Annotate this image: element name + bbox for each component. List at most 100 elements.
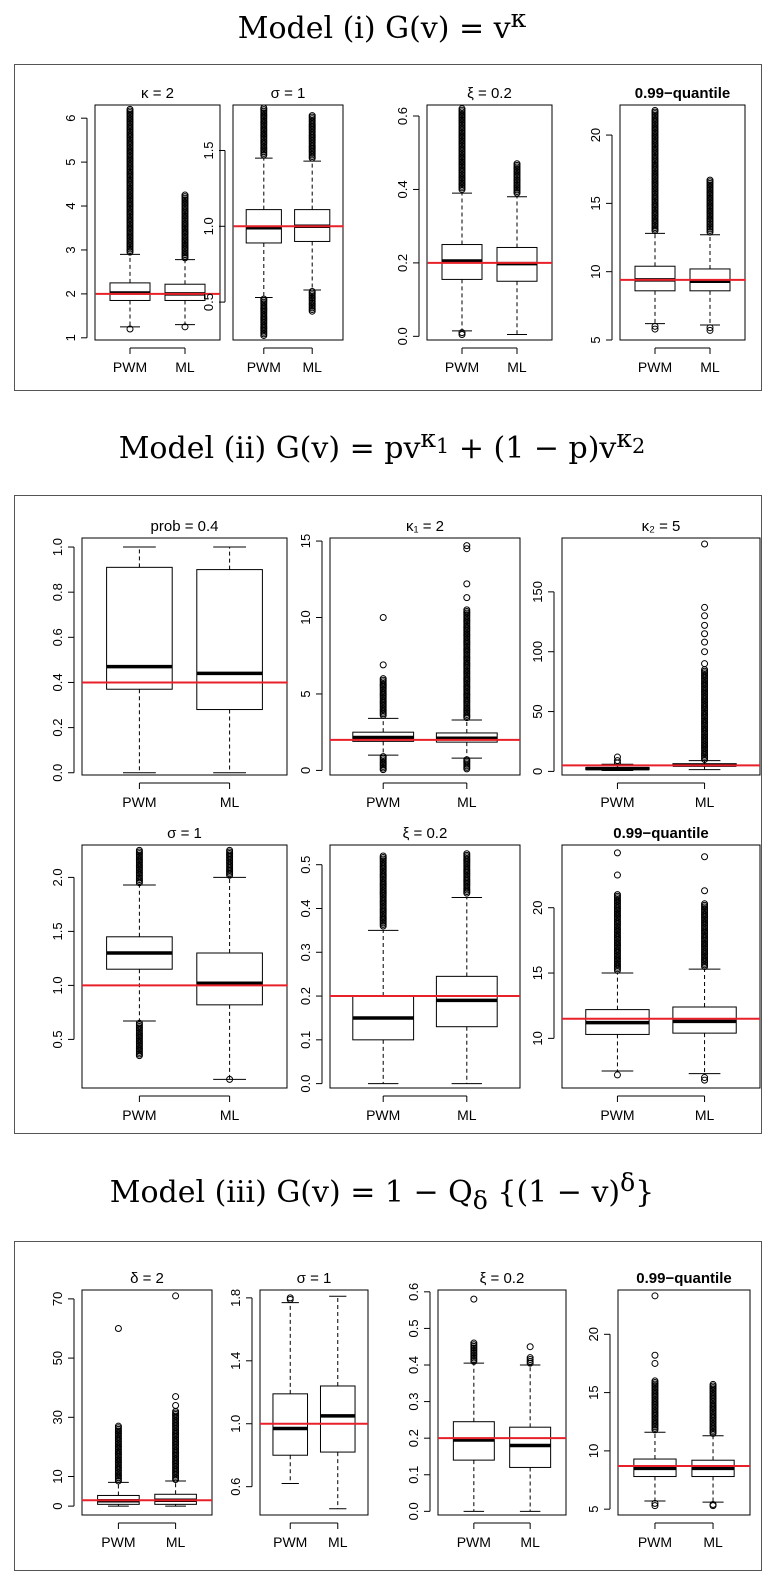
- box-ml: [154, 1292, 197, 1507]
- y-tick-label: 20: [586, 1327, 601, 1341]
- outlier-point: [613, 753, 621, 761]
- outlier-point: [458, 329, 466, 337]
- y-tick-label: 15: [298, 534, 313, 548]
- panel-title: σ = 1: [271, 85, 306, 102]
- iqr-box: [196, 569, 263, 711]
- box-ml: [672, 540, 737, 771]
- x-tick-label: PWM: [247, 359, 281, 375]
- plot-frame: [561, 844, 761, 1089]
- y-tick-label: 0.0: [298, 1075, 313, 1093]
- y-tick-label: 0.0: [395, 327, 410, 345]
- x-tick-label: PWM: [113, 359, 147, 375]
- panel-title: κ₂ = 5: [642, 518, 681, 535]
- outlier-point: [701, 900, 709, 908]
- boxplot-panel: ξ = 0.2 0.0 0.2 0.4 0.6 PWM ML: [395, 85, 553, 375]
- boxplot-panel: ξ = 0.2 0.0 0.1 0.2 0.3 0.4 0.5 PWM ML: [298, 825, 521, 1123]
- section-frame-model-iii: [14, 1241, 762, 1571]
- outlier-point: [181, 191, 189, 199]
- outlier-point: [613, 1071, 621, 1079]
- box-ml: [496, 160, 538, 335]
- outlier-point: [470, 1295, 478, 1303]
- box-pwm: [106, 546, 173, 774]
- outlier-point: [709, 1380, 717, 1388]
- y-tick-label: 0.5: [50, 1030, 65, 1048]
- plot-frame: [81, 1289, 213, 1516]
- plot-frame: [329, 844, 521, 1089]
- x-tick-label: PWM: [366, 794, 400, 810]
- x-tick-label: ML: [457, 1107, 477, 1123]
- outlier-point: [172, 1393, 180, 1401]
- box-ml: [691, 1380, 735, 1510]
- outlier-point: [651, 106, 659, 114]
- panel-title: prob = 0.4: [151, 518, 219, 535]
- box-pwm: [352, 852, 415, 1085]
- y-tick-label: 150: [530, 581, 545, 603]
- outlier-point: [651, 325, 659, 333]
- outlier-point: [613, 849, 621, 857]
- panel-title: ξ = 0.2: [480, 1270, 525, 1287]
- box-pwm: [452, 1295, 495, 1512]
- y-tick-label: 0.6: [395, 107, 410, 125]
- plot-frame: [81, 537, 288, 776]
- y-tick-label: 1.0: [50, 976, 65, 994]
- outlier-point: [135, 846, 143, 854]
- y-tick-label: 6: [63, 115, 78, 122]
- outlier-point: [701, 540, 709, 548]
- y-tick-label: 5: [586, 1506, 601, 1513]
- outlier-point: [613, 757, 621, 765]
- box-ml: [435, 850, 498, 1085]
- outlier-point: [470, 1339, 478, 1347]
- y-tick-label: 5: [298, 690, 313, 697]
- boxplot-panel: σ = 1 0.6 1.0 1.4 1.8 PWM ML: [228, 1270, 369, 1550]
- outlier-point: [701, 660, 709, 668]
- plot-frame: [561, 537, 761, 776]
- x-tick-label: ML: [166, 1534, 186, 1550]
- x-tick-label: ML: [220, 1107, 240, 1123]
- plot-frame: [619, 104, 746, 341]
- outlier-point: [458, 105, 466, 113]
- outlier-point: [260, 295, 268, 303]
- y-tick-label: 0.0: [406, 1502, 421, 1520]
- boxplot-panel: σ = 1 0.5 1.0 1.5 2.0 PWM ML: [50, 825, 288, 1123]
- outlier-point: [526, 1354, 534, 1362]
- section-title-model-i: Model (i) G(v) = vκ: [237, 4, 527, 46]
- y-tick-label: 15: [588, 196, 603, 210]
- y-tick-label: 0.1: [298, 1031, 313, 1049]
- outlier-point: [651, 1499, 659, 1507]
- outlier-point: [463, 606, 471, 614]
- box-ml: [689, 176, 731, 334]
- y-tick-label: 0.5: [406, 1319, 421, 1337]
- outlier-point: [526, 1356, 534, 1364]
- outlier-point: [706, 326, 714, 334]
- outlier-point: [613, 891, 621, 899]
- box-pwm: [585, 849, 650, 1079]
- outlier-point: [651, 1351, 659, 1359]
- outlier-point: [701, 853, 709, 861]
- y-tick-label: 15: [530, 966, 545, 980]
- y-tick-label: 0.1: [406, 1466, 421, 1484]
- x-tick-label: ML: [220, 794, 240, 810]
- y-tick-label: 1.0: [201, 217, 216, 235]
- y-tick-label: 3: [63, 246, 78, 253]
- outlier-point: [701, 612, 709, 620]
- outlier-point: [651, 1359, 659, 1367]
- box-ml: [164, 191, 206, 331]
- y-tick-label: 10: [50, 1469, 65, 1483]
- x-tick-label: PWM: [638, 359, 672, 375]
- outlier-point: [526, 1343, 534, 1351]
- outlier-point: [226, 1075, 234, 1083]
- plot-frame: [426, 104, 553, 341]
- boxplot-panel: 0.99−quantile 5 10 15 20 PWM ML: [586, 1270, 751, 1550]
- section-frame-model-i: [14, 64, 762, 391]
- y-tick-label: 20: [530, 900, 545, 914]
- y-tick-label: 0.2: [298, 987, 313, 1005]
- outlier-point: [526, 1359, 534, 1367]
- x-tick-label: PWM: [122, 1107, 156, 1123]
- box-ml: [294, 112, 331, 315]
- plot-frame: [259, 1289, 369, 1516]
- outlier-point: [126, 105, 134, 113]
- y-tick-label: 0.0: [50, 764, 65, 782]
- outlier-point: [260, 104, 268, 112]
- box-pwm: [441, 105, 483, 338]
- y-tick-label: 0.2: [406, 1429, 421, 1447]
